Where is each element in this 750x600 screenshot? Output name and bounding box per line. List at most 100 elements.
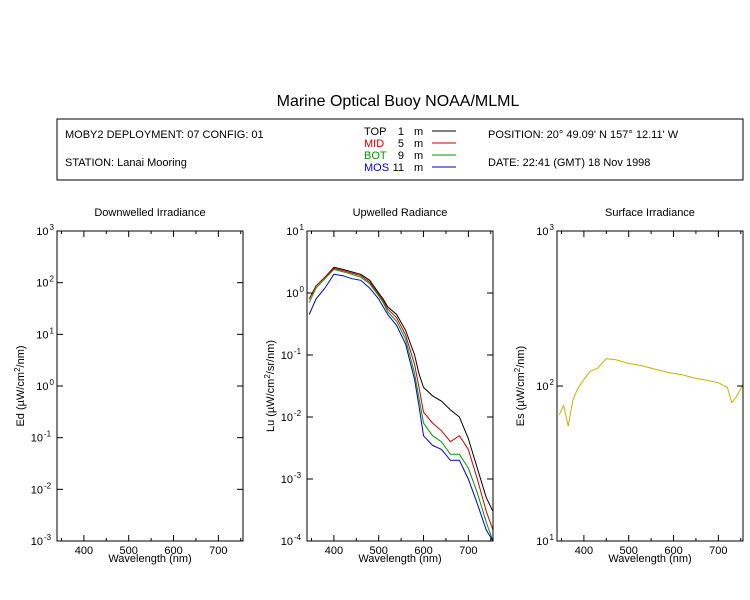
legend-depth: 5 xyxy=(398,138,404,150)
y-tick-base: 10 xyxy=(31,536,43,548)
series-line-es-0 xyxy=(558,358,743,427)
y-axis-label-suffix: /sr/nm) xyxy=(265,340,277,374)
y-tick-exponent: 2 xyxy=(50,275,55,284)
y-tick-base: 10 xyxy=(536,536,548,548)
panel-title: Upwelled Radiance xyxy=(353,207,448,219)
y-tick-base: 10 xyxy=(286,288,298,300)
y-tick-base: 10 xyxy=(36,278,48,290)
y-tick-base: 10 xyxy=(536,226,548,238)
x-tick-label: 500 xyxy=(620,545,638,557)
y-tick-exponent: 0 xyxy=(50,378,55,387)
y-tick-label: 10 0 xyxy=(36,378,54,393)
legend-item-mos: MOS 11 m xyxy=(364,162,456,174)
y-tick-label: 10 -1 xyxy=(281,347,302,362)
plot-frame xyxy=(556,230,744,542)
legend-unit: m xyxy=(414,162,423,174)
legend-item-mid: MID 5 m xyxy=(364,138,456,150)
y-tick-label: 10 -4 xyxy=(281,533,302,548)
series-line-top xyxy=(308,266,493,512)
y-tick-base: 10 xyxy=(281,474,293,486)
x-tick-label: 600 xyxy=(414,545,432,557)
x-tick-label: 500 xyxy=(370,545,388,557)
y-tick-exponent: 0 xyxy=(300,285,305,294)
x-tick-label: 400 xyxy=(325,545,343,557)
y-tick-exponent: 3 xyxy=(550,223,555,232)
x-axis-label: Wavelength (nm) xyxy=(608,553,691,565)
y-tick-label: 10 2 xyxy=(536,378,554,393)
y-tick-base: 10 xyxy=(31,433,43,445)
chart-panel-3: Surface Irradiance 400 500 600 700 Wavelength… xyxy=(513,207,744,565)
y-tick-base: 10 xyxy=(31,484,43,496)
legend-name: BOT xyxy=(364,150,387,162)
y-tick-label: 10 -2 xyxy=(31,481,52,496)
legend-unit: m xyxy=(414,138,423,150)
position-text: POSITION: 20° 49.09' N 157° 12.11' W xyxy=(488,129,679,141)
legend-depth: 11 xyxy=(393,162,404,174)
legend-name: MID xyxy=(364,138,384,150)
legend-unit: m xyxy=(414,126,423,138)
series-line-bot xyxy=(308,268,493,541)
legend-unit: m xyxy=(414,150,423,162)
y-axis-label: Es (µW/cm2/nm) xyxy=(513,346,527,426)
y-tick-exponent: 2 xyxy=(550,378,555,387)
y-tick-label: 10 1 xyxy=(536,533,554,548)
y-tick-label: 10 3 xyxy=(536,223,554,238)
x-tick-label: 700 xyxy=(709,545,727,557)
y-tick-label: 10 3 xyxy=(36,223,54,238)
chart-panel-2: Upwelled Radiance 400 500 600 700 Wavelength … xyxy=(263,207,494,565)
figure-title: Marine Optical Buoy NOAA/MLML xyxy=(277,93,520,110)
deployment-text: MOBY2 DEPLOYMENT: 07 CONFIG: 01 xyxy=(65,129,264,141)
x-tick-label: 400 xyxy=(75,545,93,557)
y-tick-base: 10 xyxy=(36,329,48,341)
x-axis-label: Wavelength (nm) xyxy=(108,553,191,565)
y-tick-base: 10 xyxy=(281,536,293,548)
station-text: STATION: Lanai Mooring xyxy=(65,157,187,169)
panels: Downwelled Irradiance 400 500 600 700 Wavelen… xyxy=(13,207,744,565)
y-tick-exponent: -2 xyxy=(294,409,302,418)
y-axis-label: Lu (µW/cm2/sr/nm) xyxy=(263,340,277,432)
y-tick-base: 10 xyxy=(536,381,548,393)
x-tick-label: 600 xyxy=(164,545,182,557)
x-axis-label: Wavelength (nm) xyxy=(358,553,441,565)
y-tick-exponent: -4 xyxy=(294,533,302,542)
y-tick-exponent: 1 xyxy=(550,533,555,542)
panel-title: Surface Irradiance xyxy=(605,207,695,219)
y-axis-label-prefix: Es (µW/cm xyxy=(515,372,527,426)
series-line-mid xyxy=(308,267,493,531)
legend-item-bot: BOT 9 m xyxy=(364,150,456,162)
info-box: MOBY2 DEPLOYMENT: 07 CONFIG: 01 STATION:… xyxy=(56,118,744,181)
y-tick-exponent: 1 xyxy=(50,326,55,335)
panel-title: Downwelled Irradiance xyxy=(94,207,205,219)
x-tick-label: 700 xyxy=(209,545,227,557)
y-tick-exponent: 1 xyxy=(300,223,305,232)
y-axis-label-sup: 2 xyxy=(263,374,272,379)
legend-depth: 1 xyxy=(398,126,404,138)
y-axis-label: Ed (µW/cm2/nm) xyxy=(13,345,27,426)
x-tick-label: 400 xyxy=(575,545,593,557)
y-tick-label: 10 -3 xyxy=(31,533,52,548)
date-text: DATE: 22:41 (GMT) 18 Nov 1998 xyxy=(488,157,650,169)
y-tick-base: 10 xyxy=(286,226,298,238)
y-tick-exponent: -3 xyxy=(294,471,302,480)
y-tick-base: 10 xyxy=(281,350,293,362)
y-tick-label: 10 -1 xyxy=(31,430,52,445)
y-tick-label: 10 1 xyxy=(286,223,304,238)
y-axis-label-suffix: /nm) xyxy=(15,345,27,367)
series-line-mos xyxy=(308,273,493,541)
y-axis-label-sup: 2 xyxy=(513,367,522,372)
y-tick-label: 10 0 xyxy=(286,285,304,300)
y-tick-label: 10 -3 xyxy=(281,471,302,486)
y-tick-exponent: -1 xyxy=(44,430,52,439)
x-tick-label: 700 xyxy=(459,545,477,557)
y-tick-base: 10 xyxy=(281,412,293,424)
legend-name: TOP xyxy=(364,126,386,138)
y-tick-exponent: -2 xyxy=(44,481,52,490)
y-axis-label-prefix: Ed (µW/cm xyxy=(15,372,27,427)
y-tick-exponent: 3 xyxy=(50,223,55,232)
plot-frame xyxy=(56,230,244,542)
y-tick-exponent: -1 xyxy=(294,347,302,356)
y-tick-label: 10 -2 xyxy=(281,409,302,424)
y-tick-base: 10 xyxy=(36,226,48,238)
